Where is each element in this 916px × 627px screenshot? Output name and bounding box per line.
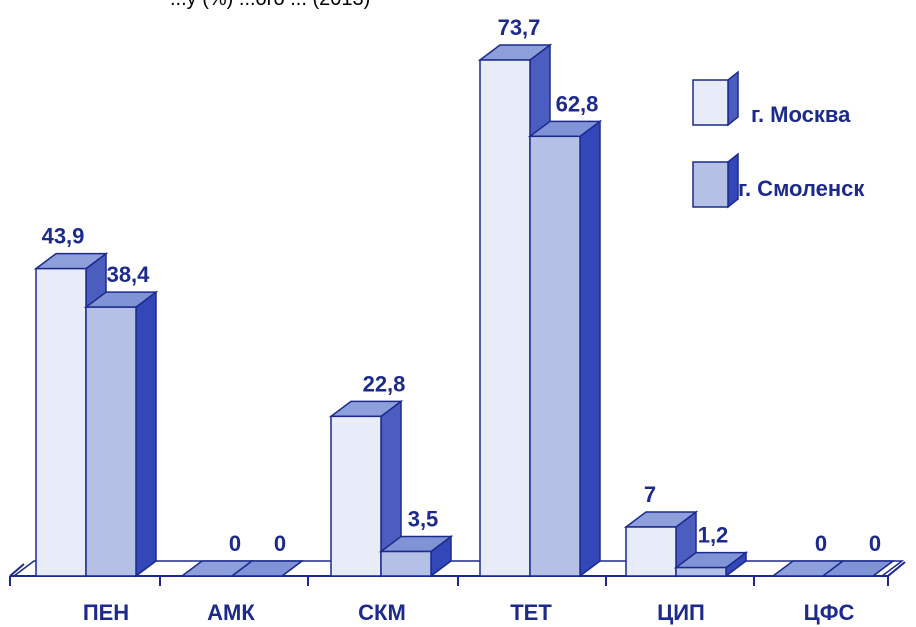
bar-front-smolensk	[529, 135, 581, 577]
legend-label-moscow: г. Москва	[751, 102, 851, 127]
bar-front-moscow	[35, 267, 87, 577]
bar-smolensk-3	[527, 119, 603, 578]
bar-front-moscow	[330, 415, 382, 577]
bar-smolensk-4	[673, 551, 749, 578]
legend-item-smolensk: г. Смоленск	[692, 152, 865, 209]
value-label-smolensk: 0	[869, 531, 881, 556]
bar-front-moscow	[625, 526, 677, 577]
value-label-smolensk: 1,2	[698, 523, 729, 548]
value-label-smolensk: 38,4	[107, 262, 151, 287]
value-label-smolensk: 3,5	[408, 506, 439, 531]
bar-front-smolensk	[675, 566, 727, 577]
value-label-moscow: 7	[644, 482, 656, 507]
bar-smolensk-5	[820, 560, 896, 577]
chart-category-labels: ПЕН АМК СКМ ТЕТ ЦИП ЦФС	[83, 600, 855, 625]
legend-label-smolensk: г. Смоленск	[738, 176, 865, 201]
bar-smolensk-2	[378, 534, 454, 578]
category-label-5: ЦФС	[804, 600, 855, 625]
value-label-moscow: 0	[229, 531, 241, 556]
chart-data-labels: 43,9 38,4 0 0 22,8 3,5 73,7 62,8 7 1,2 0 0	[42, 15, 882, 556]
category-label-3: ТЕТ	[510, 600, 552, 625]
bar-top-smolensk	[820, 560, 896, 577]
bar-side-smolensk	[135, 290, 157, 578]
category-label-1: АМК	[207, 600, 255, 625]
legend-item-moscow: г. Москва	[692, 70, 851, 127]
bar-smolensk-1	[229, 560, 305, 577]
bar-front-smolensk	[85, 306, 137, 577]
legend-swatch-smolensk-side	[727, 152, 739, 209]
legend-swatch-moscow-side	[727, 70, 739, 127]
value-label-moscow: 0	[815, 531, 827, 556]
category-label-2: СКМ	[358, 600, 406, 625]
value-label-moscow: 73,7	[498, 15, 541, 40]
page-header-fragment: ...у (%) ...ого ... (2013)	[170, 0, 370, 11]
value-label-moscow: 43,9	[42, 224, 85, 249]
bar-smolensk-0	[83, 290, 159, 578]
chart-legend: г. Москва г. Смоленск	[692, 70, 865, 209]
bar-top-smolensk	[229, 560, 305, 577]
value-label-smolensk: 62,8	[556, 91, 599, 116]
legend-swatch-moscow	[692, 79, 729, 126]
category-label-0: ПЕН	[83, 600, 129, 625]
category-label-4: ЦИП	[657, 600, 705, 625]
chart-axis-line-right	[887, 561, 906, 577]
bar-moscow-2	[328, 399, 404, 578]
chart-axis-line-left	[9, 563, 25, 577]
bar-side-smolensk	[579, 119, 601, 578]
chart-bars	[33, 43, 896, 578]
legend-swatch-smolensk	[692, 161, 729, 208]
bar-front-moscow	[479, 59, 531, 577]
bar-front-smolensk	[380, 550, 432, 577]
value-label-moscow: 22,8	[363, 371, 406, 396]
value-label-smolensk: 0	[274, 531, 286, 556]
